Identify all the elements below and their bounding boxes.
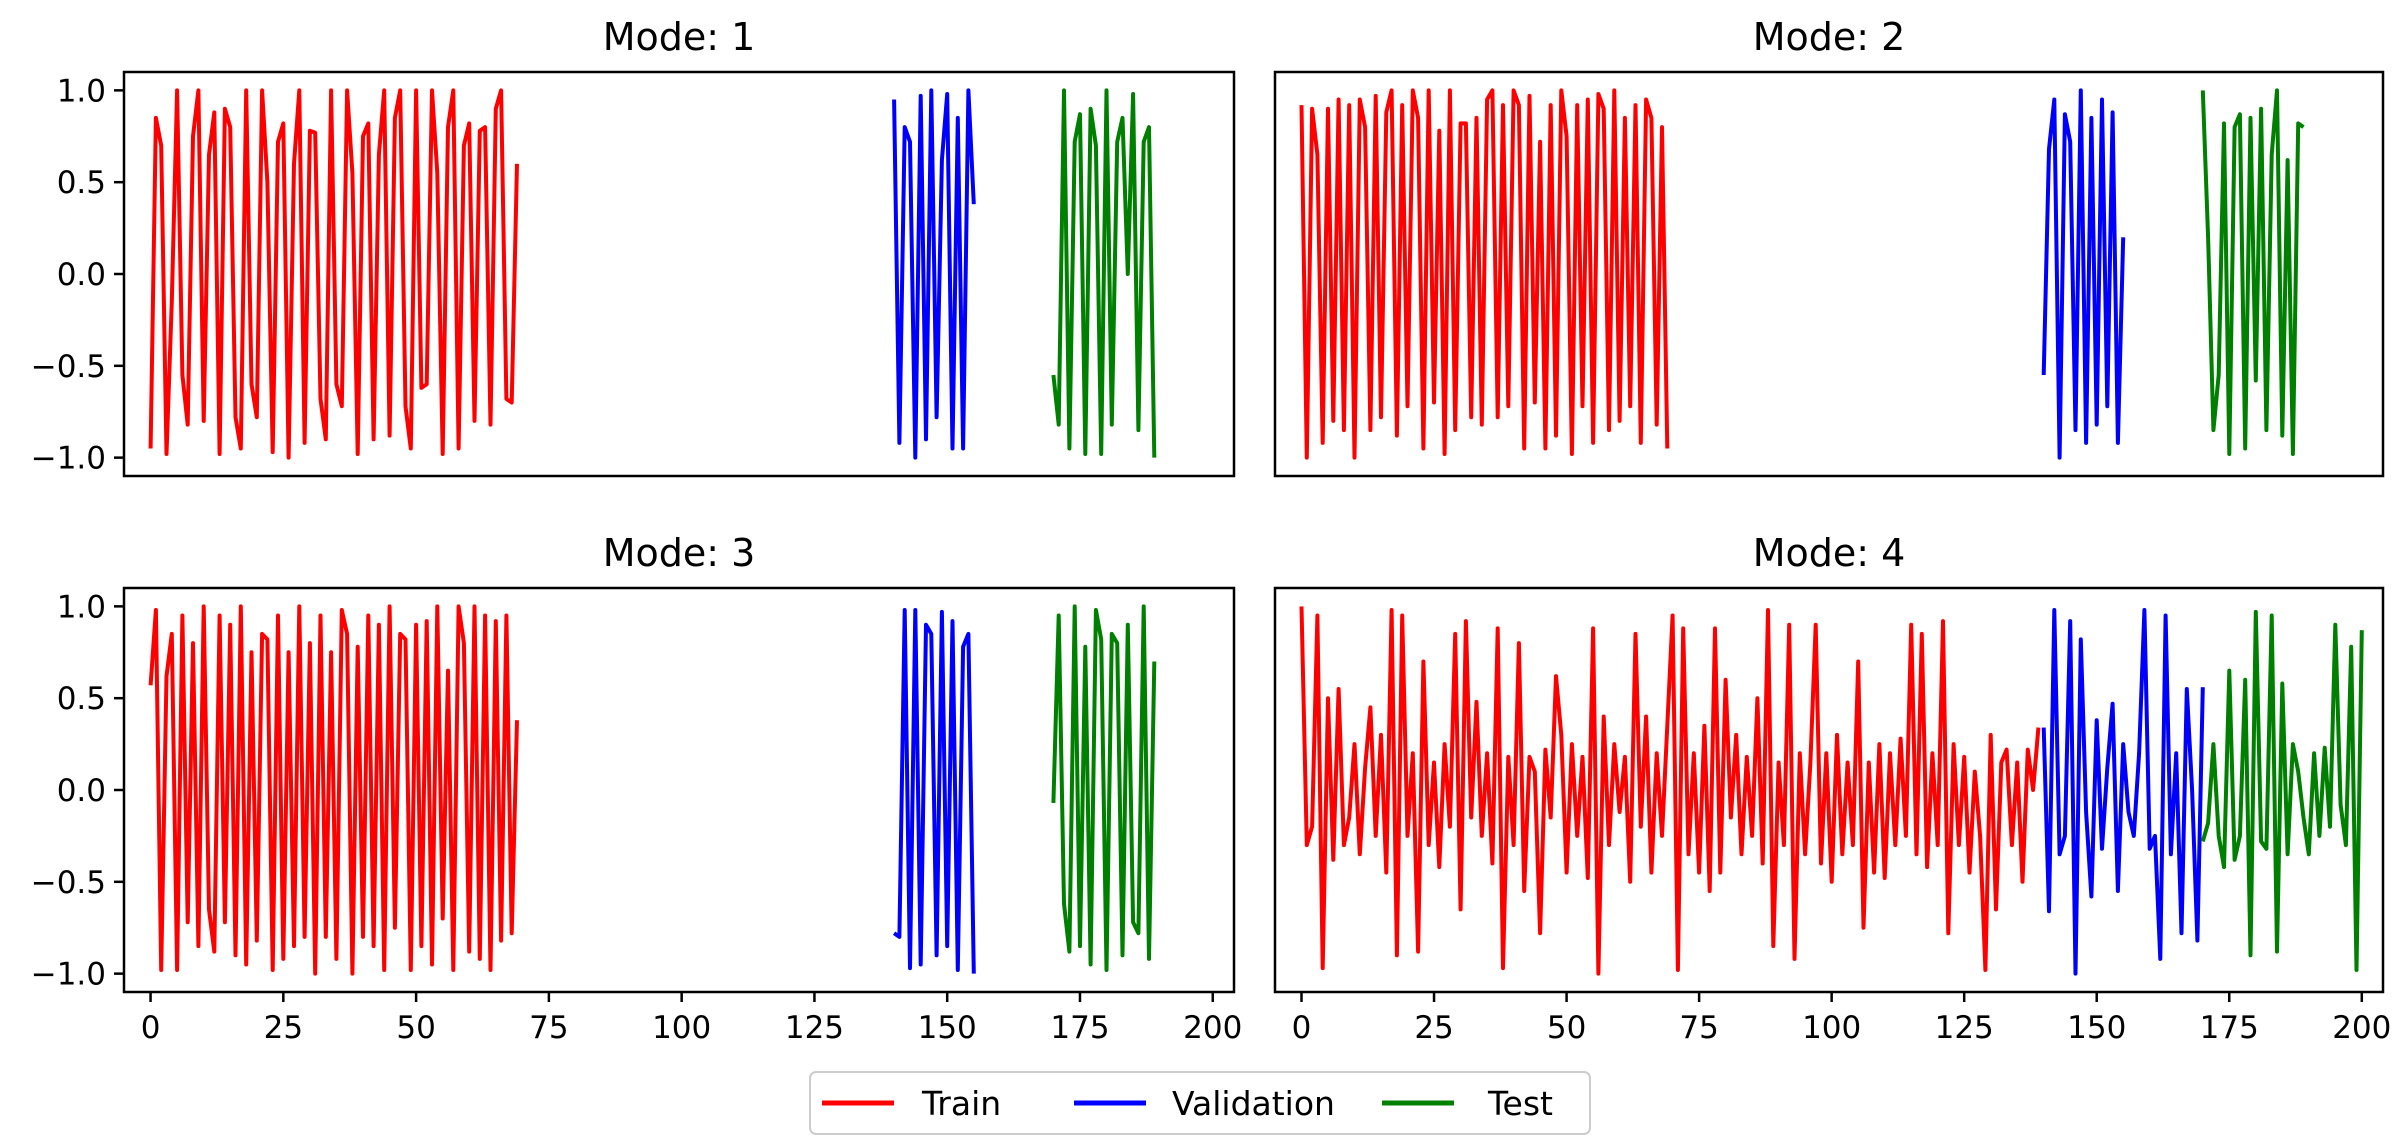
y-tick-label: −1.0 xyxy=(31,957,106,993)
legend-frame xyxy=(809,1071,1591,1135)
subplot-mode-2: Mode: 2 xyxy=(1273,15,2385,478)
x-tick-label: 100 xyxy=(652,1010,711,1046)
x-tick-label: 125 xyxy=(1935,1010,1994,1046)
x-tick-label: 25 xyxy=(264,1010,303,1046)
series-line-test xyxy=(2200,609,2364,972)
series-line-train xyxy=(1299,88,1670,460)
subplot-mode-3: Mode: 3 1.0 0.5 0.0 −0.5 −1.0 0 25 50 75 100 125 1… xyxy=(31,531,1243,1046)
legend-label-train: Train xyxy=(921,1084,1001,1123)
series-line-train xyxy=(148,88,519,460)
x-tick-label: 150 xyxy=(2067,1010,2126,1046)
subplot-title: Mode: 2 xyxy=(1753,15,1906,59)
x-tick-label: 25 xyxy=(1414,1010,1453,1046)
subplot-title: Mode: 4 xyxy=(1753,531,1906,575)
y-tick-label: 0.5 xyxy=(57,165,106,201)
x-tick-label: 0 xyxy=(141,1010,161,1046)
axes-frame xyxy=(1273,70,2385,478)
y-tick-label: 0.5 xyxy=(57,681,106,717)
x-tick-label: 175 xyxy=(1050,1010,1109,1046)
series-line-validation xyxy=(2041,608,2205,976)
subplot-title: Mode: 1 xyxy=(603,15,756,59)
series-line-test xyxy=(1051,604,1157,972)
series-line-train xyxy=(1299,606,2041,976)
x-tick-label: 50 xyxy=(1547,1010,1586,1046)
x-tick-label: 75 xyxy=(1679,1010,1718,1046)
x-tick-label: 200 xyxy=(2332,1010,2391,1046)
series-line-train xyxy=(148,604,519,976)
series-line-validation xyxy=(892,88,976,460)
x-tick-label: 125 xyxy=(785,1010,844,1046)
series-line-validation xyxy=(2041,88,2126,460)
x-tick-label: 0 xyxy=(1292,1010,1312,1046)
legend-label-validation: Validation xyxy=(1172,1084,1335,1123)
y-tick-label: 1.0 xyxy=(57,73,106,109)
axes-frame xyxy=(122,70,1236,478)
y-tick-label: −0.5 xyxy=(31,865,106,901)
axes-frame xyxy=(1273,586,2385,994)
series-line-test xyxy=(1051,88,1157,458)
series-line-test xyxy=(2200,88,2305,456)
x-tick-label: 200 xyxy=(1183,1010,1242,1046)
axes-frame xyxy=(122,586,1236,994)
subplot-title: Mode: 3 xyxy=(603,531,756,575)
legend: Train Validation Test xyxy=(809,1071,1591,1135)
series-line-validation xyxy=(892,608,976,974)
subplot-mode-1: Mode: 1 1.0 0.5 0.0 −0.5 −1.0 xyxy=(31,15,1236,478)
y-tick-label: −1.0 xyxy=(31,441,106,477)
y-tick-label: 0.0 xyxy=(57,773,106,809)
subplot-mode-4: Mode: 4 0 25 50 75 100 125 150 175 200 xyxy=(1273,531,2391,1046)
y-tick-label: 0.0 xyxy=(57,257,106,293)
x-tick-label: 50 xyxy=(396,1010,435,1046)
x-tick-label: 150 xyxy=(918,1010,977,1046)
x-tick-label: 175 xyxy=(2200,1010,2259,1046)
x-tick-label: 100 xyxy=(1802,1010,1861,1046)
legend-label-test: Test xyxy=(1487,1084,1553,1123)
y-tick-label: −0.5 xyxy=(31,349,106,385)
y-tick-label: 1.0 xyxy=(57,589,106,625)
x-tick-label: 75 xyxy=(529,1010,568,1046)
